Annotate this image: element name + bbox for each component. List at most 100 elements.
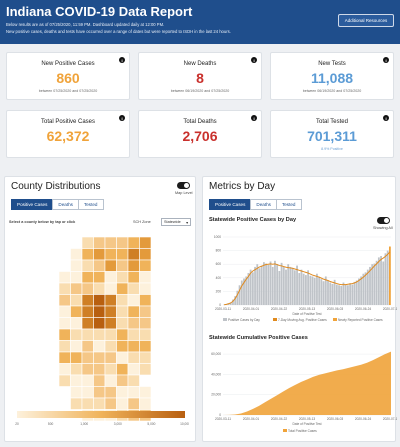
daily-bar[interactable] (351, 284, 354, 305)
county-shape[interactable] (116, 317, 129, 330)
county-shape[interactable] (93, 397, 106, 410)
county-shape[interactable] (127, 328, 140, 341)
county-shape[interactable] (104, 294, 117, 307)
county-shape[interactable] (104, 386, 117, 399)
county-shape[interactable] (104, 282, 117, 295)
daily-bar[interactable] (293, 270, 296, 305)
county-shape[interactable] (81, 294, 94, 307)
tab-positive-cases[interactable]: Positive Cases (209, 199, 252, 210)
county-shape[interactable] (139, 328, 152, 341)
daily-bar[interactable] (369, 266, 371, 305)
county-shape[interactable] (127, 305, 140, 318)
daily-bar[interactable] (280, 262, 283, 305)
daily-bar[interactable] (274, 260, 276, 305)
county-shape[interactable] (139, 386, 152, 399)
info-icon[interactable]: i (251, 57, 257, 63)
county-shape[interactable] (58, 351, 71, 364)
county-shape[interactable] (81, 328, 94, 341)
daily-bar[interactable] (265, 263, 268, 305)
tab-deaths[interactable]: Deaths (250, 199, 277, 210)
county-shape[interactable] (139, 317, 152, 330)
county-shape[interactable] (81, 282, 94, 295)
county-shape[interactable] (104, 248, 117, 261)
daily-bar[interactable] (371, 264, 374, 305)
county-shape[interactable] (58, 282, 71, 295)
daily-bar[interactable] (366, 269, 369, 305)
county-shape[interactable] (139, 294, 152, 307)
county-shape[interactable] (93, 317, 106, 330)
county-shape[interactable] (116, 340, 129, 353)
daily-bar[interactable] (386, 250, 389, 305)
daily-bar[interactable] (271, 266, 274, 305)
daily-bar[interactable] (318, 277, 321, 305)
daily-bar[interactable] (236, 290, 239, 305)
county-shape[interactable] (58, 294, 71, 307)
county-shape[interactable] (127, 271, 140, 284)
county-shape[interactable] (139, 259, 152, 272)
county-shape[interactable] (93, 305, 106, 318)
daily-bar[interactable] (289, 266, 292, 305)
daily-bar[interactable] (375, 260, 378, 305)
county-shape[interactable] (116, 374, 129, 387)
daily-bar[interactable] (384, 253, 387, 305)
county-shape[interactable] (127, 386, 140, 399)
daily-bar[interactable] (340, 285, 343, 305)
daily-bar[interactable] (349, 283, 352, 305)
tab-tested[interactable]: Tested (275, 199, 302, 210)
county-shape[interactable] (70, 397, 83, 410)
daily-bar[interactable] (316, 273, 318, 305)
daily-bar[interactable] (247, 273, 250, 305)
county-shape[interactable] (81, 271, 94, 284)
county-shape[interactable] (81, 248, 94, 261)
county-shape[interactable] (139, 248, 152, 261)
county-shape[interactable] (104, 363, 117, 376)
daily-bar[interactable] (254, 266, 256, 305)
county-shape[interactable] (58, 305, 71, 318)
county-shape[interactable] (116, 386, 129, 399)
county-shape[interactable] (104, 397, 117, 410)
county-shape[interactable] (104, 317, 117, 330)
daily-bar[interactable] (362, 273, 365, 305)
county-shape[interactable] (93, 294, 106, 307)
daily-bar[interactable] (267, 264, 270, 305)
county-shape[interactable] (116, 328, 129, 341)
daily-bar[interactable] (307, 270, 310, 305)
county-shape[interactable] (70, 259, 83, 272)
info-icon[interactable]: i (251, 115, 257, 121)
county-shape[interactable] (81, 374, 94, 387)
daily-bar[interactable] (269, 261, 272, 305)
county-shape[interactable] (93, 259, 106, 272)
county-shape[interactable] (127, 259, 140, 272)
county-shape[interactable] (70, 374, 83, 387)
daily-bar[interactable] (322, 281, 325, 305)
county-shape[interactable] (127, 282, 140, 295)
county-shape[interactable] (104, 236, 117, 249)
county-shape[interactable] (70, 340, 83, 353)
county-shape[interactable] (127, 236, 140, 249)
county-shape[interactable] (104, 305, 117, 318)
county-shape[interactable] (70, 294, 83, 307)
county-shape[interactable] (116, 248, 129, 261)
daily-bar[interactable] (298, 273, 301, 305)
county-shape[interactable] (139, 397, 152, 410)
county-shape[interactable] (81, 351, 94, 364)
county-shape[interactable] (93, 248, 106, 261)
daily-bar[interactable] (346, 285, 349, 305)
daily-bar[interactable] (377, 257, 380, 305)
county-shape[interactable] (104, 351, 117, 364)
tab-positive-cases[interactable]: Positive Cases (11, 199, 54, 210)
daily-bar[interactable] (287, 264, 290, 305)
county-shape[interactable] (93, 363, 106, 376)
daily-bar[interactable] (327, 280, 329, 305)
daily-bar[interactable] (388, 246, 391, 305)
county-shape[interactable] (104, 374, 117, 387)
county-shape[interactable] (139, 271, 152, 284)
geo-zone-select[interactable]: Statewide ▾ (161, 218, 191, 226)
indiana-county-map[interactable] (5, 229, 197, 425)
daily-bar[interactable] (311, 276, 314, 305)
county-shape[interactable] (104, 259, 117, 272)
daily-bar[interactable] (291, 268, 294, 305)
map-level-toggle[interactable] (177, 182, 190, 189)
daily-bar[interactable] (243, 278, 245, 305)
daily-bar[interactable] (358, 278, 360, 305)
